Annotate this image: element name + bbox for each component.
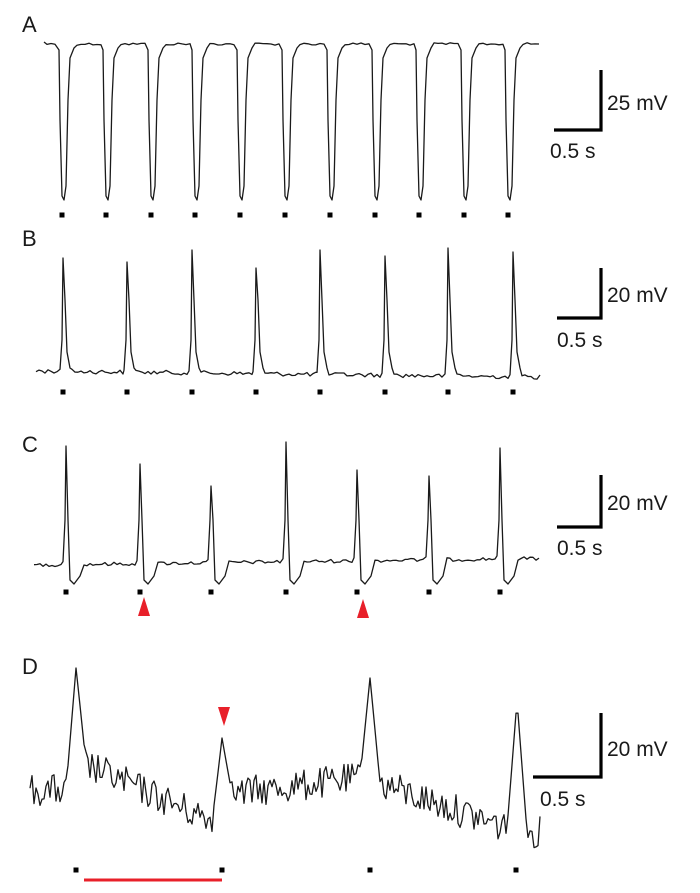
panel-c-arrowhead: [357, 599, 369, 618]
panel-c-stimulus-marker: [137, 589, 143, 595]
panel-c-stimulus-marker: [497, 589, 503, 595]
panel-b-stimulus-marker: [382, 389, 388, 395]
panel-c-stimulus-marker: [63, 589, 69, 595]
panel-a-stimulus-marker: [505, 212, 511, 218]
panel-d-voltage-label: 20 mV: [607, 738, 668, 761]
panel-d-scale-bar: 20 mV 0.5 s: [533, 713, 668, 811]
panel-b-scale-bar-lines: [557, 268, 603, 320]
panel-d-label: D: [22, 654, 38, 679]
panel-c-stimulus-marker: [283, 589, 289, 595]
panel-d-stimulus-marker: [513, 867, 519, 873]
panel-c: C 20 mV 0.5 s: [22, 432, 668, 618]
panel-a: A 25 mV 0.5 s: [22, 12, 668, 218]
panel-a-stimulus-marker: [327, 212, 333, 218]
panel-c-stimulus-marker: [208, 589, 214, 595]
panel-b-time-label: 0.5 s: [557, 329, 603, 352]
panel-d-stimulus-marker: [219, 867, 225, 873]
panel-a-label: A: [22, 12, 37, 37]
panel-b-stimulus-marker: [253, 389, 259, 395]
panel-a-time-label: 0.5 s: [550, 140, 596, 163]
panel-a-stimulus-marker: [192, 212, 198, 218]
panel-b-trace: [35, 247, 541, 380]
panel-a-stimulus-marker: [416, 212, 422, 218]
panel-b-stimulus-marker: [189, 389, 195, 395]
panel-a-scale-bar-lines: [554, 70, 603, 132]
panel-a-stimulus-marker: [148, 212, 154, 218]
panel-c-scale-bar: 20 mV 0.5 s: [557, 475, 668, 560]
panel-d-markers: [73, 707, 519, 882]
panel-a-trace: [43, 41, 540, 201]
panel-a-stimulus-marker: [461, 212, 467, 218]
panel-a-stimulus-marker: [282, 212, 288, 218]
panel-c-voltage-label: 20 mV: [607, 492, 668, 515]
panel-d-scale-bar-lines: [533, 713, 603, 779]
panel-b-stimulus-marker: [445, 389, 451, 395]
panel-c-stimulus-marker: [426, 589, 432, 595]
panel-d-arrowhead: [218, 707, 230, 726]
panel-d-time-label: 0.5 s: [540, 788, 586, 811]
panel-b: B 20 mV 0.5 s: [22, 226, 668, 395]
panel-a-stimulus-marker: [237, 212, 243, 218]
panel-c-scale-bar-lines: [557, 475, 603, 529]
panel-d: D 20 mV 0.5 s: [22, 654, 668, 882]
panel-c-time-label: 0.5 s: [557, 537, 603, 560]
panel-b-stimulus-marker: [510, 389, 516, 395]
panel-b-voltage-label: 20 mV: [607, 284, 668, 307]
panel-d-trace: [29, 667, 541, 849]
panel-a-stimulus-marker: [103, 212, 109, 218]
panel-a-voltage-label: 25 mV: [607, 92, 668, 115]
panel-a-stimulus-marker: [372, 212, 378, 218]
panel-c-trace: [33, 441, 540, 585]
panel-b-stimulus-marker: [317, 389, 323, 395]
panel-c-label: C: [22, 432, 38, 457]
panel-b-scale-bar: 20 mV 0.5 s: [557, 268, 668, 352]
panel-c-stimulus-marker: [354, 589, 360, 595]
panel-c-arrowhead: [138, 597, 150, 616]
panel-a-scale-bar: 25 mV 0.5 s: [550, 70, 668, 163]
panel-d-stimulus-marker: [367, 867, 373, 873]
panel-a-stimulus-marker: [59, 212, 65, 218]
panel-c-markers: [63, 589, 503, 618]
panel-a-markers: [59, 212, 511, 218]
panel-b-stimulus-marker: [124, 389, 130, 395]
panel-b-label: B: [22, 226, 37, 251]
panel-b-markers: [60, 389, 516, 395]
panel-b-stimulus-marker: [60, 389, 66, 395]
panel-d-stimulus-marker: [73, 867, 79, 873]
